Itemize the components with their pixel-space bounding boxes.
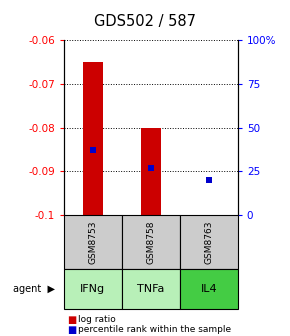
Text: GDS502 / 587: GDS502 / 587 <box>94 14 196 29</box>
Text: GSM8763: GSM8763 <box>204 220 213 264</box>
Text: IFNg: IFNg <box>80 284 105 294</box>
Text: percentile rank within the sample: percentile rank within the sample <box>78 326 231 334</box>
Text: log ratio: log ratio <box>78 316 116 324</box>
Text: agent  ▶: agent ▶ <box>13 284 55 294</box>
Text: ■: ■ <box>67 325 76 335</box>
Text: GSM8753: GSM8753 <box>88 220 97 264</box>
Bar <box>83 62 103 215</box>
Point <box>90 148 95 153</box>
Text: IL4: IL4 <box>200 284 217 294</box>
Text: GSM8758: GSM8758 <box>146 220 155 264</box>
Bar <box>199 215 219 217</box>
Bar <box>141 128 161 215</box>
Point <box>206 177 211 183</box>
Text: ■: ■ <box>67 315 76 325</box>
Text: TNFa: TNFa <box>137 284 164 294</box>
Point <box>148 165 153 171</box>
